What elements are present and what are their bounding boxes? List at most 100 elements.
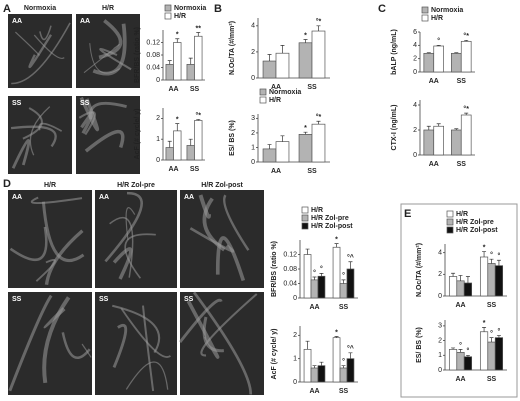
y-axis-label: AcF (# cycle/ y) <box>271 329 278 380</box>
y-tick-label: 2 <box>413 127 417 134</box>
tissue-texture <box>10 125 57 148</box>
bar <box>310 367 319 383</box>
bar <box>479 256 489 297</box>
bar <box>448 276 458 297</box>
y-tick-label: 1 <box>156 136 160 143</box>
y-tick-label: 3 <box>251 115 255 122</box>
significance-marker: ° <box>490 251 493 259</box>
error-bar <box>451 272 456 277</box>
bar <box>451 129 462 156</box>
row-label: SS <box>99 296 109 303</box>
error-bar <box>167 60 172 65</box>
tissue-texture <box>81 343 92 358</box>
significance-marker: ° <box>490 329 493 337</box>
bar <box>346 358 355 383</box>
legend-label: H/R Zol-pre <box>311 215 349 222</box>
micrograph <box>8 96 72 174</box>
legend-label: H/R Zol-post <box>456 227 498 234</box>
bar <box>173 130 182 161</box>
y-tick-label: 0 <box>413 152 417 159</box>
significance-marker: ° <box>342 272 345 280</box>
tissue-texture <box>78 111 96 136</box>
legend-label: H/R Zol-post <box>311 223 353 230</box>
bar <box>487 263 496 297</box>
y-axis-label: BFR/BS (ratio %) <box>134 27 141 83</box>
tissue-texture <box>124 233 156 279</box>
tissue-texture <box>198 194 211 219</box>
tissue-texture <box>11 22 71 85</box>
error-bar <box>316 25 321 32</box>
legend-label: H/R <box>269 97 281 104</box>
x-tick-label: AA <box>271 168 281 175</box>
panel-label: D <box>3 178 11 190</box>
y-axis-label: ES/ BS (%) <box>416 327 423 363</box>
bar <box>317 365 326 383</box>
bar <box>346 268 355 299</box>
y-tick-label: 4 <box>251 23 255 30</box>
tissue-texture <box>89 43 121 74</box>
error-bar <box>319 361 324 366</box>
column-header: Normoxia <box>24 5 56 12</box>
y-tick-label: 2 <box>413 56 417 63</box>
error-bar <box>465 354 470 357</box>
x-tick-label: AA <box>168 86 178 93</box>
legend-swatch <box>421 6 429 14</box>
legend-label: Normoxia <box>269 89 301 96</box>
significance-marker: * <box>304 32 307 39</box>
row-label: SS <box>12 100 22 107</box>
y-tick-label: 2 <box>251 130 255 137</box>
error-bar <box>305 340 310 350</box>
x-tick-label: SS <box>190 86 200 93</box>
error-bar <box>465 276 470 283</box>
significance-marker: ° <box>320 265 323 273</box>
legend-swatch <box>446 210 454 218</box>
x-tick-label: SS <box>307 168 317 175</box>
y-tick-label: 1 <box>251 144 255 151</box>
error-bar <box>196 32 201 37</box>
y-tick-label: 2 <box>438 271 442 278</box>
significance-marker: ° <box>498 252 501 260</box>
bar <box>456 280 465 297</box>
significance-marker: °^ <box>347 254 354 262</box>
y-tick-label: 0.08 <box>283 266 297 273</box>
significance-marker: * <box>483 244 486 251</box>
legend-label: H/R <box>431 15 443 22</box>
bar <box>339 283 348 299</box>
legend-label: Normoxia <box>431 7 463 14</box>
bar <box>463 282 473 297</box>
micrograph <box>95 292 177 395</box>
y-tick-label: 0 <box>156 77 160 84</box>
y-axis-label: CTX-I (ng/mL) <box>391 105 398 151</box>
error-bar <box>482 251 487 257</box>
bar <box>451 52 462 73</box>
error-bar <box>334 243 339 248</box>
column-header: H/R Zol-post <box>201 182 243 189</box>
tissue-texture <box>61 332 91 359</box>
y-tick-label: 0.08 <box>146 52 160 59</box>
y-axis-label: N.Oc/TA (#/mm²) <box>416 243 423 297</box>
tissue-texture <box>104 191 143 263</box>
bar <box>433 45 444 73</box>
error-bar <box>303 39 308 43</box>
bar <box>317 275 326 299</box>
legend-swatch <box>301 206 309 214</box>
y-tick-label: 3 <box>438 323 442 330</box>
significance-marker: °* <box>463 105 469 113</box>
significance-marker: ° <box>498 327 501 335</box>
error-bar <box>312 276 317 280</box>
tissue-texture <box>83 44 120 74</box>
y-tick-label: 0 <box>438 367 442 374</box>
y-tick-label: 0 <box>438 293 442 300</box>
legend-swatch <box>259 96 267 104</box>
bar <box>423 52 435 73</box>
row-label: AA <box>80 18 90 25</box>
row-label: AA <box>12 194 22 201</box>
significance-marker: ° <box>467 347 470 355</box>
error-bar <box>175 38 180 43</box>
bar <box>448 349 458 371</box>
tissue-texture <box>223 194 250 251</box>
y-tick-label: 1 <box>293 356 297 363</box>
tissue-texture <box>178 298 223 344</box>
error-bar <box>188 138 193 146</box>
y-tick-label: 4 <box>438 250 442 257</box>
